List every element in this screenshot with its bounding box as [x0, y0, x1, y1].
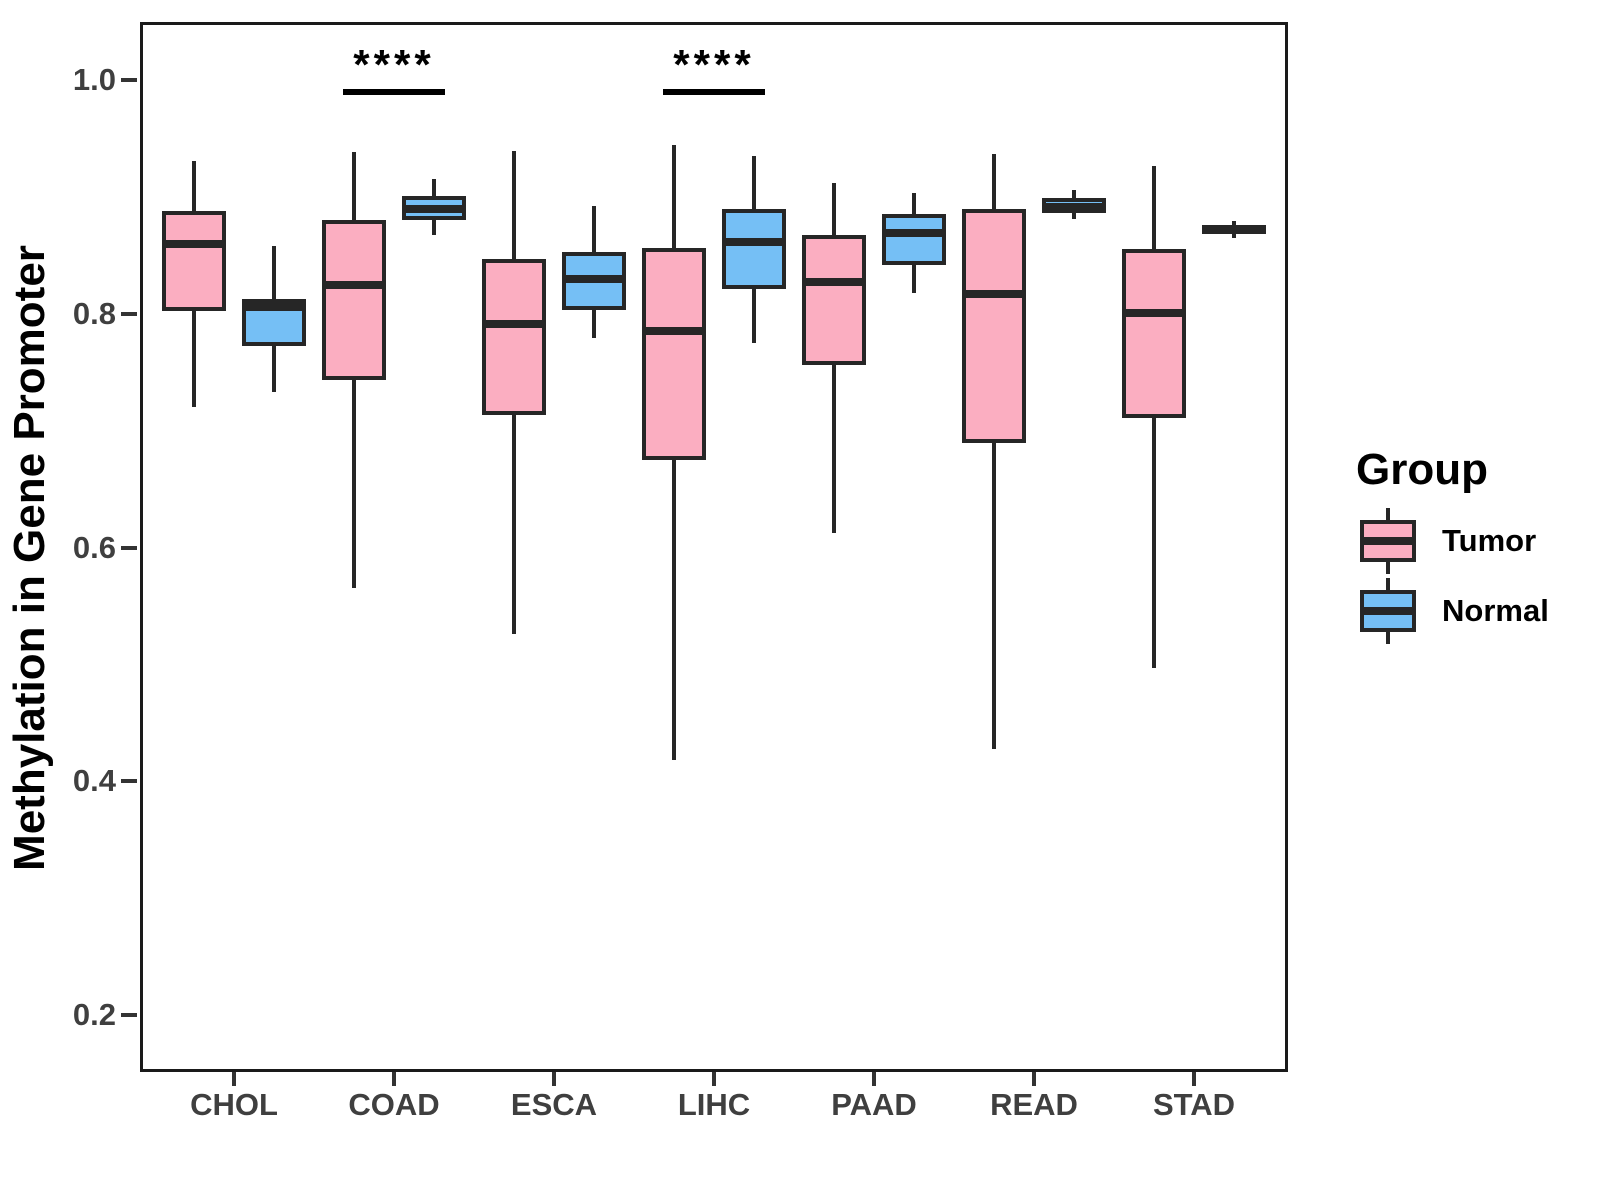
- x-tick-mark: [1192, 1072, 1196, 1086]
- x-tick-label-chol: CHOL: [190, 1087, 278, 1122]
- x-tick-mark: [392, 1072, 396, 1086]
- median-read-tumor: [962, 289, 1026, 298]
- y-tick-label: 1.0: [72, 62, 116, 97]
- median-stad-tumor: [1122, 308, 1186, 317]
- box-paad-normal: [882, 214, 946, 265]
- y-tick-label: 0.2: [72, 997, 116, 1032]
- median-lihc-normal: [722, 238, 786, 247]
- whisker-read-tumor: [992, 153, 996, 749]
- box-coad-tumor: [322, 220, 386, 381]
- median-paad-normal: [882, 229, 946, 238]
- legend-label-normal: Normal: [1442, 593, 1549, 628]
- median-paad-tumor: [802, 278, 866, 287]
- legend-entry-normal: Normal: [1360, 574, 1549, 648]
- significance-bar-coad: [343, 89, 445, 95]
- legend-key-median: [1360, 607, 1416, 615]
- x-tick-label-lihc: LIHC: [677, 1087, 751, 1122]
- median-esca-tumor: [482, 320, 546, 329]
- y-tick-label: 0.6: [72, 529, 116, 565]
- plot-panel: [140, 22, 1288, 1072]
- median-coad-tumor: [322, 280, 386, 289]
- x-tick-mark: [872, 1072, 876, 1086]
- box-chol-tumor: [162, 210, 226, 312]
- legend-key-boxplot-icon: [1360, 504, 1416, 578]
- y-tick-mark: [121, 311, 137, 316]
- median-chol-tumor: [162, 239, 226, 248]
- median-lihc-tumor: [642, 327, 706, 336]
- legend-key-median: [1360, 537, 1416, 545]
- x-tick-mark: [232, 1072, 236, 1086]
- significance-bar-lihc: [663, 89, 765, 95]
- legend: Group Tumor Normal: [1356, 445, 1549, 644]
- legend-label-tumor: Tumor: [1442, 523, 1537, 558]
- y-tick-mark: [121, 545, 137, 550]
- significance-stars-coad: ****: [353, 41, 435, 88]
- box-stad-tumor: [1122, 249, 1186, 418]
- box-read-tumor: [962, 208, 1026, 444]
- median-chol-normal: [242, 302, 306, 311]
- x-tick-mark: [1032, 1072, 1036, 1086]
- x-tick-label-paad: PAAD: [831, 1087, 917, 1122]
- box-lihc-normal: [722, 208, 786, 290]
- legend-entry-tumor: Tumor: [1360, 504, 1536, 578]
- y-tick-mark: [121, 1013, 137, 1017]
- significance-stars-lihc: ****: [673, 41, 755, 88]
- legend-title: Group: [1356, 445, 1488, 494]
- median-esca-normal: [562, 274, 626, 283]
- median-read-normal: [1042, 203, 1106, 212]
- box-lihc-tumor: [642, 248, 706, 460]
- y-tick-mark: [121, 78, 137, 82]
- median-stad-normal: [1202, 225, 1266, 234]
- y-tick-label: 0.8: [72, 295, 116, 331]
- median-coad-normal: [402, 204, 466, 213]
- legend-key-boxplot-icon: [1360, 574, 1416, 648]
- box-paad-tumor: [802, 235, 866, 366]
- x-tick-label-read: READ: [990, 1087, 1078, 1122]
- x-tick-label-esca: ESCA: [510, 1087, 598, 1122]
- y-tick-label: 0.4: [72, 763, 116, 799]
- y-tick-mark: [121, 779, 137, 784]
- x-tick-label-stad: STAD: [1152, 1087, 1236, 1122]
- x-tick-mark: [552, 1072, 556, 1086]
- x-tick-mark: [712, 1072, 716, 1086]
- x-tick-label-coad: COAD: [348, 1087, 440, 1122]
- box-esca-tumor: [482, 258, 546, 416]
